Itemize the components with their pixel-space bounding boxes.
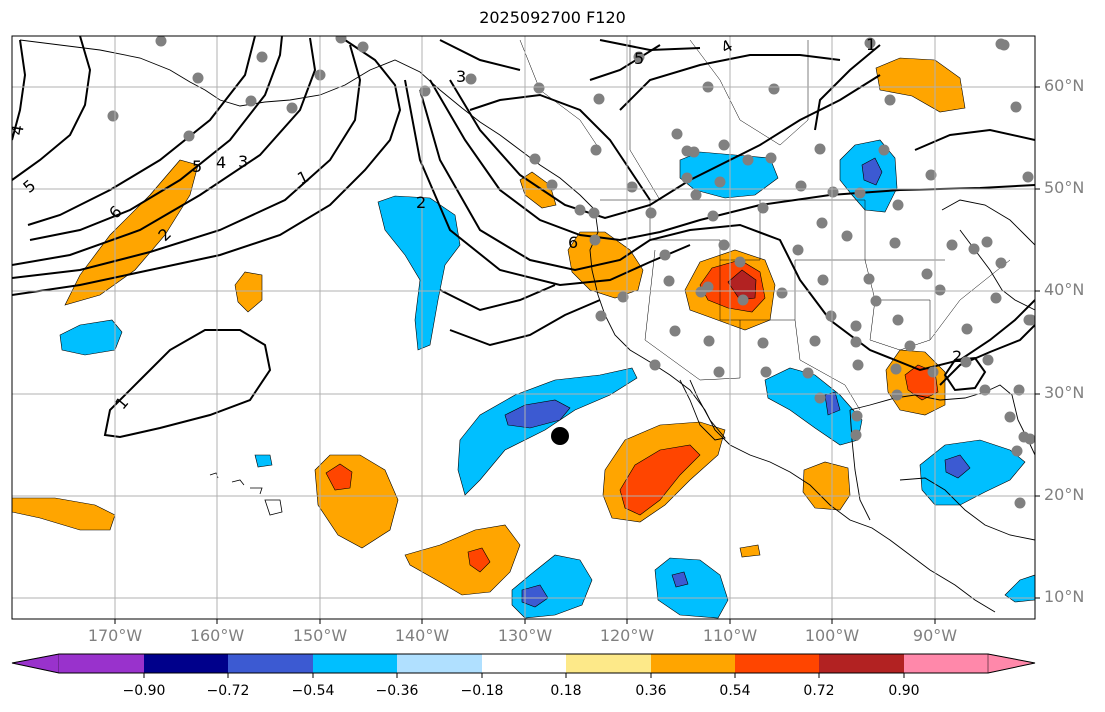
lon-label: 150°W [292,626,348,645]
colorbar-segment [11,653,60,674]
contour-label: 6 [568,233,578,252]
positive-anomaly-region [739,544,761,558]
lat-label: 20°N [1044,485,1085,504]
hawaii-islands [209,472,283,516]
positive-anomaly-region [234,271,263,313]
negative-anomaly-region [919,439,1026,506]
contour-label: 1 [866,35,876,54]
colorbar-tick-label: −0.90 [122,683,166,699]
colorbar-segment [397,654,482,673]
negative-anomaly-region [59,319,123,356]
lat-label: 60°N [1044,76,1085,95]
negative-anomaly-region [654,557,729,619]
colorbar-tick-label: 0.18 [550,683,582,699]
lat-label: 10°N [1044,587,1085,606]
lon-label: 90°W [912,626,958,645]
contour-label: 3 [238,152,248,171]
colorbar-segment [566,654,651,673]
contour-label: 5 [192,157,202,176]
lon-label: 170°W [87,626,143,645]
contour-label: 3 [456,67,466,86]
lon-label: 160°W [189,626,245,645]
colorbar-tick-label: −0.18 [460,683,504,699]
colorbar-segment [651,654,735,673]
colorbar-segment [228,654,313,673]
strong-positive-core [619,444,701,516]
colorbar-tick-label: −0.72 [206,683,250,699]
strong-positive-core [467,547,491,573]
negative-anomaly-region [764,367,863,446]
negative-anomaly-region [679,151,779,199]
negative-anomaly-region [457,367,638,496]
lon-label: 130°W [497,626,553,645]
colorbar-segment [735,654,819,673]
negative-anomaly-region [1004,574,1035,603]
positive-anomaly-region [12,497,116,531]
colorbar-segment [482,654,566,673]
lat-label: 50°N [1044,178,1085,197]
strong-negative-core [671,571,689,588]
lat-label: 30°N [1044,383,1085,402]
positive-anomaly-region [802,461,851,511]
colorbar-segment [144,654,228,673]
colorbar-segment [987,653,1036,674]
map-title: 2025092700 F120 [479,8,626,27]
colorbar-tick-label: −0.54 [291,683,335,699]
lon-label: 120°W [599,626,655,645]
gridlines [12,36,1035,619]
colorbar-segment [904,654,988,673]
colorbar-tick-label: 0.36 [635,683,667,699]
map-frame [11,35,1036,620]
lon-label: 100°W [804,626,860,645]
colorbar-tick-label: 0.72 [803,683,835,699]
strong-negative-core [944,454,971,479]
positive-anomaly-region [314,454,399,549]
location-marker [551,427,569,445]
negative-anomaly-region [377,195,461,351]
lon-label: 140°W [394,626,450,645]
coastlines [19,39,1035,613]
contour-label: 4 [216,153,226,172]
colorbar-outline [11,653,1036,674]
contour-label: 5 [634,49,644,68]
positive-anomaly-region [567,231,644,299]
contour-label: 5 [19,176,39,197]
colorbar-tick-label: −0.36 [375,683,419,699]
contour-label: 4 [718,36,736,58]
positive-anomaly-region [404,524,521,596]
colorbar-segment [819,654,904,673]
strong-positive-core [727,269,757,301]
colorbar-tick-label: 0.54 [719,683,751,699]
lat-label: 40°N [1044,280,1085,299]
negative-anomaly-region [254,454,273,468]
colorbar [11,653,1036,678]
colorbar-segment [59,654,144,673]
strong-negative-core [521,584,549,608]
lon-label: 110°W [702,626,758,645]
positive-anomaly-region [875,57,966,113]
negative-anomaly-region [511,554,593,619]
contour-label: 4 [7,123,27,136]
contour-label: 2 [952,347,962,366]
contour-label: 2 [416,193,426,212]
strong-negative-core [861,157,883,186]
strong-negative-core [504,399,571,429]
axis-ticks [114,86,1040,624]
station-dots [107,36,1035,509]
colorbar-tick-label: 0.90 [888,683,920,699]
contour-lines [12,36,1035,439]
contour-label: 1 [111,393,132,413]
strong-positive-core [325,463,353,491]
colorbar-segment [313,654,397,673]
